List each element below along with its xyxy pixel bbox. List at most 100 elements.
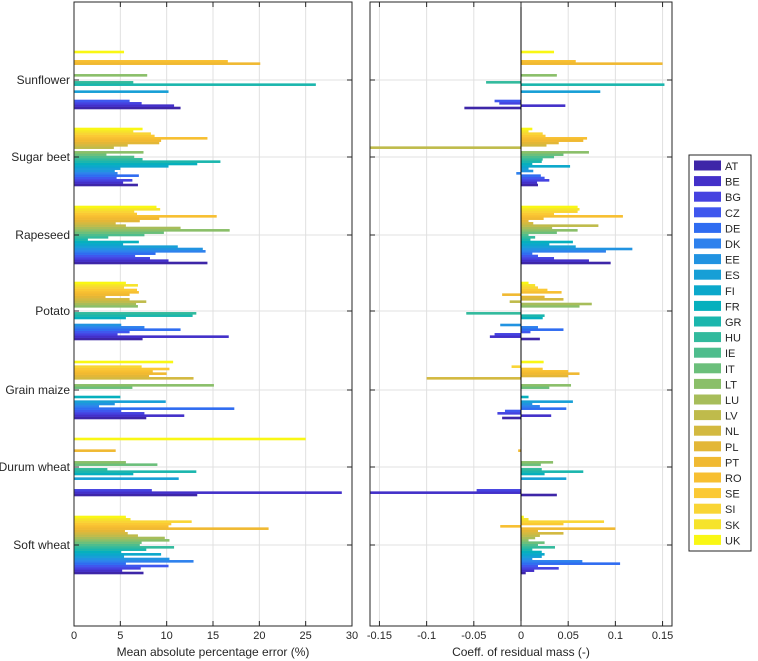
bar-potato-uk bbox=[521, 281, 529, 285]
bar-potato-hu bbox=[466, 312, 521, 315]
bar-potato-ro bbox=[74, 291, 139, 294]
panel-crm: -0.15 -0.1 -0.05 0 0.05 0.1 0.15 Coeff. of resi… bbox=[367, 1, 673, 659]
bar-sugar-beet-dk bbox=[74, 172, 118, 175]
bar-potato-lv bbox=[74, 300, 147, 303]
bar-sunflower-es bbox=[521, 90, 601, 93]
bar-potato-uk bbox=[74, 281, 126, 285]
bar-soft-wheat-bg bbox=[74, 567, 141, 570]
bar-potato-ee bbox=[74, 323, 122, 327]
bar-sugar-beet-ro bbox=[521, 137, 588, 140]
bar-rapeseed-fr bbox=[74, 240, 139, 244]
bar-potato-lv bbox=[509, 300, 521, 303]
bar-soft-wheat-lt bbox=[521, 539, 529, 542]
bar-grain-maize-be bbox=[521, 414, 552, 417]
crop-label: Potato bbox=[35, 304, 70, 318]
bar-grain-maize-de bbox=[521, 407, 567, 410]
bar-potato-bg bbox=[74, 333, 118, 336]
legend-label-se: SE bbox=[725, 489, 740, 501]
bar-sunflower-ro bbox=[521, 60, 576, 63]
legend-label-dk: DK bbox=[725, 239, 741, 251]
legend-swatch-sk bbox=[694, 519, 721, 530]
bar-soft-wheat-lt bbox=[74, 539, 170, 542]
bar-rapeseed-pl bbox=[521, 219, 529, 223]
bar-grain-maize-nl bbox=[426, 377, 521, 380]
legend: AT BE BG CZ DE DK EE ES FI FR GR HU IE IT LT LU LV NL PL PT… bbox=[688, 154, 752, 552]
legend-swatch-fr bbox=[694, 300, 721, 311]
bar-sugar-beet-lt bbox=[521, 151, 589, 154]
bar-soft-wheat-si bbox=[74, 520, 192, 523]
bar-durum-wheat-fr bbox=[521, 472, 545, 476]
legend-label-it: IT bbox=[725, 364, 735, 376]
bar-rapeseed-nl bbox=[74, 222, 116, 225]
bar-rapeseed-be bbox=[521, 259, 589, 262]
bar-durum-wheat-es bbox=[74, 477, 179, 480]
bar-soft-wheat-fr bbox=[74, 550, 122, 554]
legend-swatch-lu bbox=[694, 394, 721, 405]
bar-soft-wheat-gr bbox=[74, 548, 147, 551]
x-tick-label: -0.1 bbox=[417, 630, 436, 642]
bar-soft-wheat-nl bbox=[521, 532, 564, 535]
legend-swatch-si bbox=[694, 503, 721, 514]
bar-rapeseed-lv bbox=[521, 224, 599, 227]
bar-sugar-beet-be bbox=[521, 181, 538, 184]
bar-sugar-beet-sk bbox=[521, 130, 529, 133]
bar-durum-wheat-bg bbox=[74, 489, 152, 492]
bar-grain-maize-ro bbox=[521, 370, 569, 373]
legend-swatch-nl bbox=[694, 425, 721, 436]
bar-soft-wheat-si bbox=[521, 520, 605, 523]
bar-sugar-beet-gr bbox=[74, 160, 221, 163]
bar-potato-de bbox=[521, 328, 564, 331]
legend-label-pl: PL bbox=[725, 442, 738, 454]
bar-soft-wheat-it bbox=[521, 541, 545, 544]
x-axis-label: Mean absolute percentage error (%) bbox=[117, 645, 310, 659]
bar-soft-wheat-at bbox=[521, 571, 526, 575]
bar-durum-wheat-uk bbox=[74, 437, 306, 441]
bar-rapeseed-lu bbox=[521, 226, 553, 230]
bar-sunflower-hu bbox=[486, 81, 521, 84]
bar-potato-ro bbox=[521, 291, 562, 294]
bar-grain-maize-ee bbox=[74, 402, 115, 406]
x-tick-label: -0.05 bbox=[461, 630, 486, 642]
bar-rapeseed-ie bbox=[521, 233, 529, 237]
bar-sugar-beet-si bbox=[521, 132, 543, 135]
bar-durum-wheat-gr bbox=[521, 470, 584, 473]
bar-rapeseed-be bbox=[74, 259, 169, 262]
legend-label-fr: FR bbox=[725, 301, 740, 313]
bar-potato-dk bbox=[74, 326, 145, 329]
legend-swatch-pl bbox=[694, 441, 721, 452]
bar-sunflower-pt bbox=[521, 62, 663, 65]
bar-potato-cz bbox=[521, 330, 531, 334]
bar-sugar-beet-at bbox=[521, 183, 538, 187]
bar-durum-wheat-gr bbox=[74, 470, 197, 473]
bar-potato-fr bbox=[74, 316, 126, 320]
bar-sugar-beet-si bbox=[74, 132, 151, 135]
bar-rapeseed-lu bbox=[74, 226, 181, 230]
bar-sunflower-ro bbox=[74, 60, 228, 63]
bar-rapeseed-cz bbox=[521, 254, 538, 258]
bar-potato-se bbox=[521, 288, 548, 292]
bar-soft-wheat-pl bbox=[521, 529, 538, 533]
bar-soft-wheat-nl bbox=[74, 532, 128, 535]
legend-label-ie: IE bbox=[725, 348, 735, 360]
bar-soft-wheat-it bbox=[74, 541, 142, 544]
bar-sugar-beet-dk bbox=[516, 172, 521, 175]
bar-soft-wheat-se bbox=[74, 522, 172, 526]
bar-sugar-beet-it bbox=[521, 153, 564, 156]
bar-soft-wheat-gr bbox=[521, 548, 533, 551]
bar-rapeseed-hu bbox=[74, 236, 109, 239]
bar-rapeseed-si bbox=[74, 210, 135, 213]
bar-durum-wheat-lt bbox=[74, 461, 126, 464]
bar-rapeseed-se bbox=[521, 212, 555, 216]
bar-sugar-beet-ee bbox=[74, 169, 115, 173]
bar-rapeseed-pl bbox=[74, 219, 140, 223]
bar-soft-wheat-se bbox=[521, 522, 564, 526]
bar-sunflower-bg bbox=[74, 102, 142, 105]
bar-potato-lu bbox=[521, 302, 592, 306]
bar-grain-maize-it bbox=[74, 386, 133, 389]
x-tick-label: 25 bbox=[300, 630, 312, 642]
bar-sugar-beet-de bbox=[74, 174, 139, 177]
bar-grain-maize-uk bbox=[74, 360, 174, 364]
legend-label-be: BE bbox=[725, 177, 740, 189]
bar-sugar-beet-ie bbox=[521, 155, 555, 159]
legend-swatch-de bbox=[694, 222, 721, 233]
